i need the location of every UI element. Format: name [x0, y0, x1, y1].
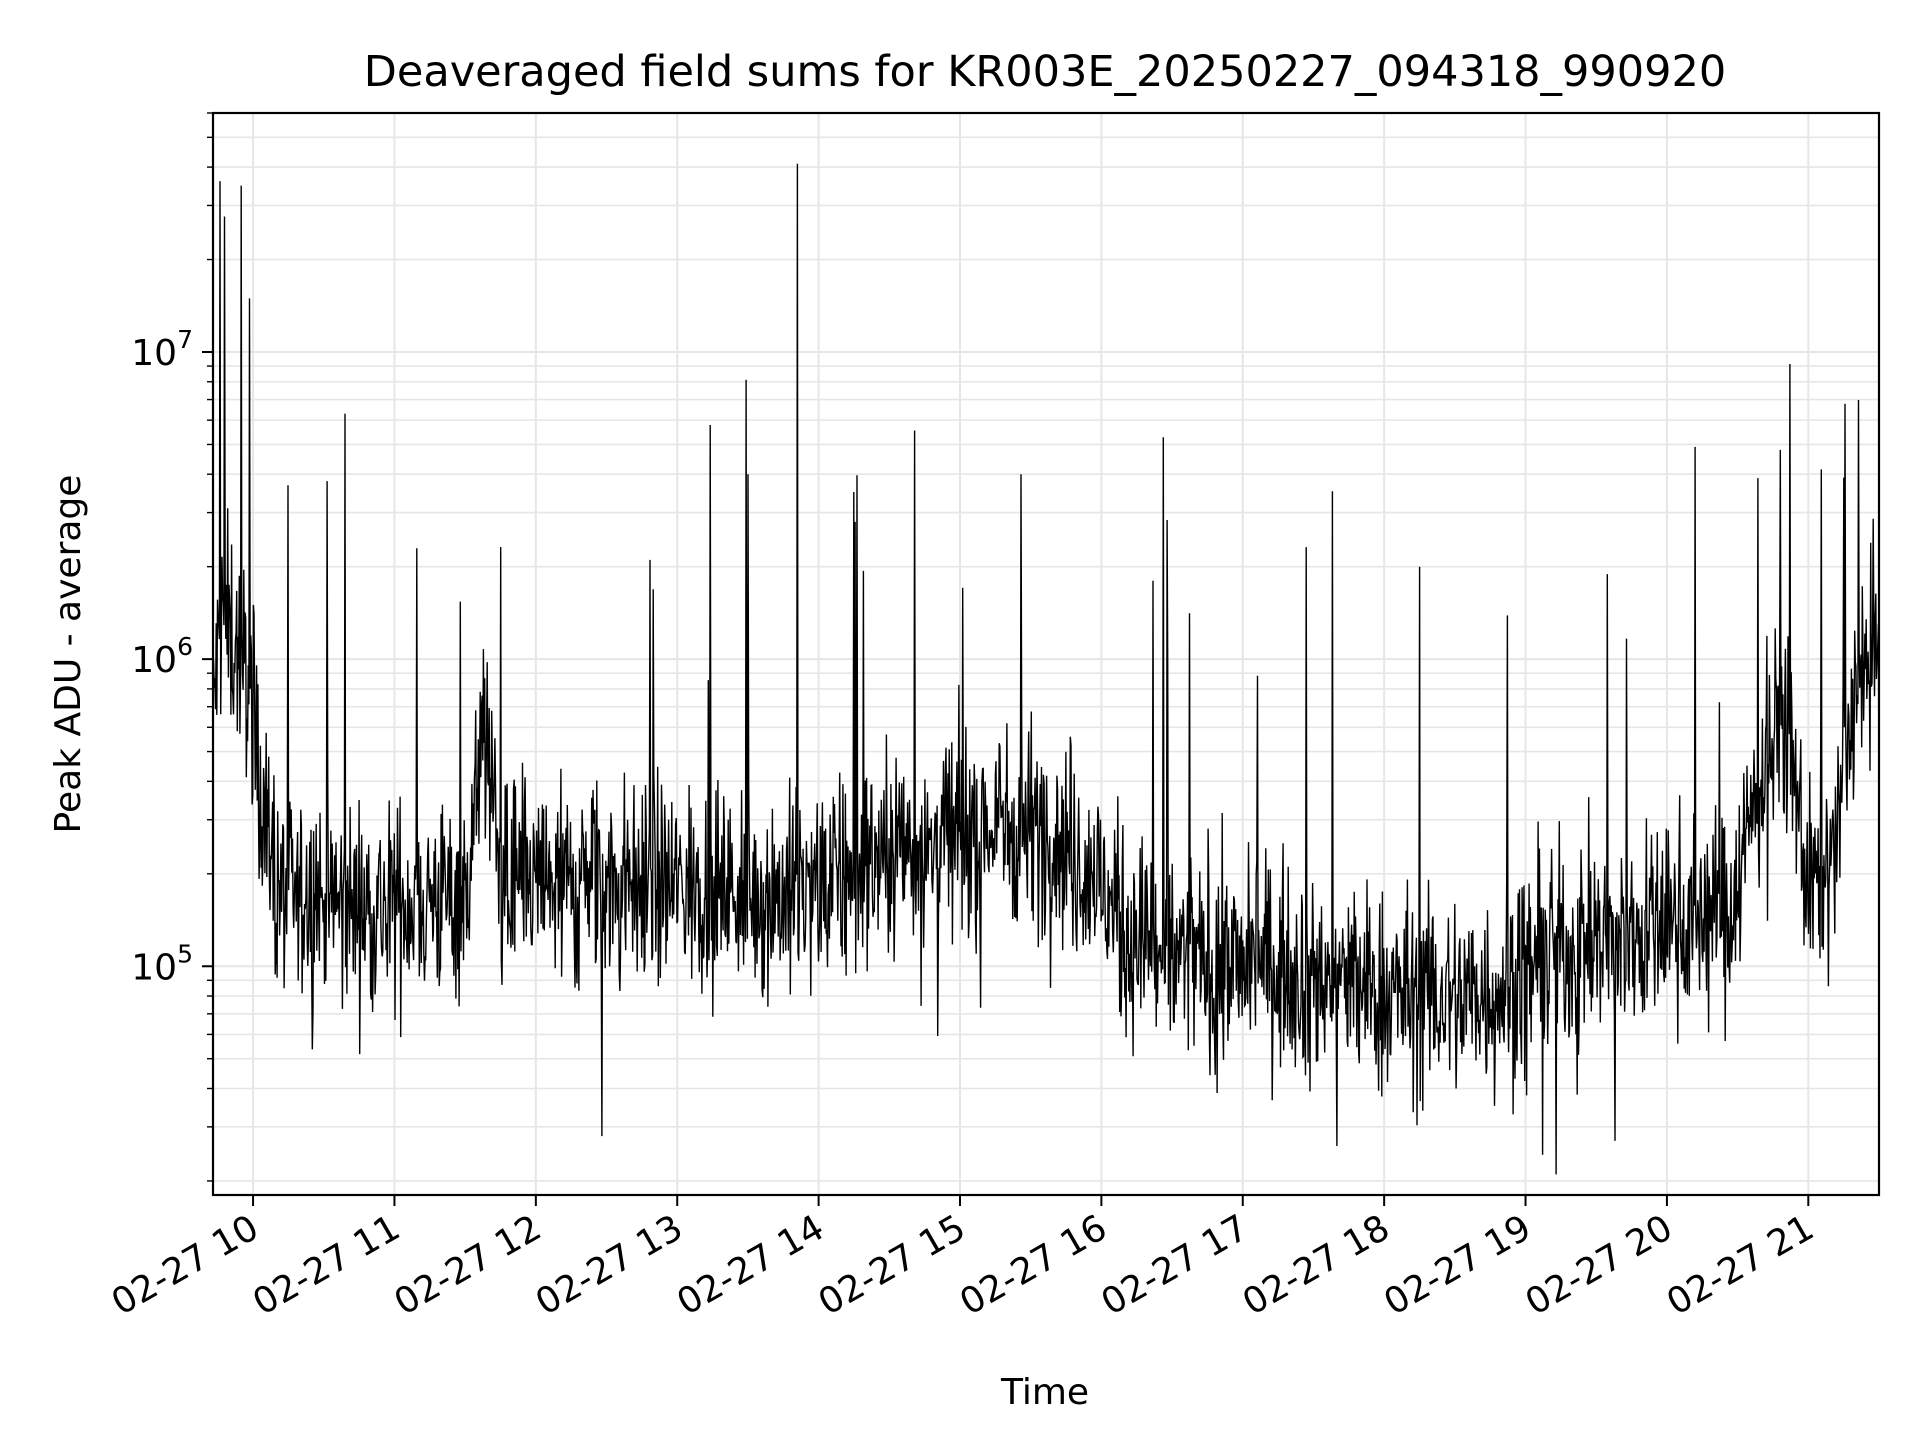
- y-tick-label: 107: [131, 325, 193, 374]
- y-tick-label: 106: [131, 632, 193, 681]
- y-axis-label: Peak ADU - average: [48, 475, 89, 834]
- y-tick-label: 105: [131, 939, 193, 988]
- series-trace: [213, 163, 1879, 1175]
- chart-title: Deaveraged field sums for KR003E_2025022…: [364, 47, 1726, 97]
- series-line: [213, 163, 1879, 1175]
- x-axis-label: Time: [1000, 1372, 1089, 1413]
- plot-frame: [211, 111, 1881, 1197]
- y-axis: 105 106 107: [131, 112, 213, 1182]
